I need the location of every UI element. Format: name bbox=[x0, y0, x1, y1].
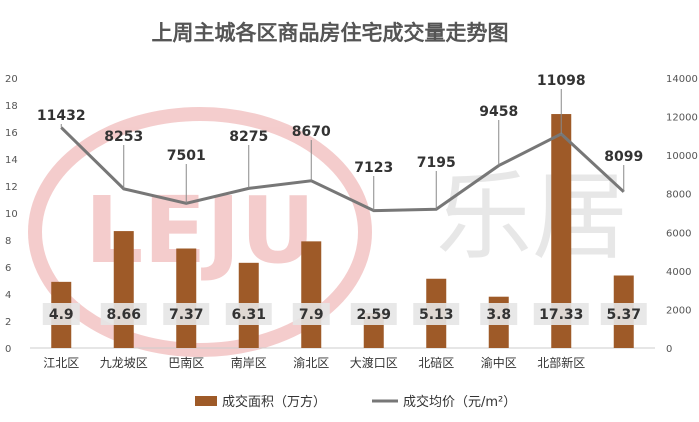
bar-label-bg bbox=[600, 303, 647, 325]
bar-data-label: 8.66 bbox=[106, 307, 141, 323]
bar bbox=[176, 248, 197, 348]
line-data-label: 9458 bbox=[479, 104, 518, 120]
category-label: 渝北区 bbox=[293, 355, 329, 370]
category-label: 巴南区 bbox=[168, 355, 204, 370]
bar-data-label: 7.37 bbox=[169, 307, 204, 323]
bar-data-label: 5.13 bbox=[419, 307, 454, 323]
line-data-label: 11432 bbox=[37, 108, 86, 124]
bar-data-label: 6.31 bbox=[231, 307, 266, 323]
bar-label-bg bbox=[533, 303, 589, 325]
right-axis-tick: 14000 bbox=[666, 74, 698, 85]
right-axis-tick: 8000 bbox=[666, 190, 691, 201]
bar-label-bg bbox=[100, 303, 147, 325]
bar-data-label: 4.9 bbox=[49, 307, 74, 323]
bar-label-bg bbox=[163, 303, 210, 325]
bar-label-bg bbox=[225, 303, 272, 325]
bar-data-label: 7.9 bbox=[299, 307, 324, 323]
bar bbox=[113, 231, 134, 348]
left-axis-tick: 16 bbox=[5, 128, 18, 139]
bar bbox=[301, 241, 322, 348]
line-data-label: 7501 bbox=[167, 148, 206, 164]
category-label: 大渡口区 bbox=[350, 355, 398, 370]
category-label: 北部新区 bbox=[537, 355, 585, 370]
bar-labels: 4.9 8.66 7.37 6.31 7.9 2.59 5.13 3.8 17.33 5.37 bbox=[42, 303, 647, 325]
left-axis-tick: 8 bbox=[5, 236, 11, 247]
left-axis-tick: 0 bbox=[5, 344, 11, 355]
bar-label-bg bbox=[292, 303, 330, 325]
legend-bar-swatch bbox=[195, 396, 217, 406]
line-labels: 11432 8253 7501 8275 8670 7123 7195 9458 11098 80… bbox=[37, 73, 643, 211]
legend-line-label: 成交均价（元/m²） bbox=[403, 394, 516, 410]
left-axis-tick: 18 bbox=[5, 101, 18, 112]
svg-text:乐居: 乐居 bbox=[436, 161, 628, 273]
legend: 成交面积（万方） 成交均价（元/m²） bbox=[195, 394, 516, 410]
bar-label-bg bbox=[350, 303, 397, 325]
line-data-label: 8670 bbox=[292, 124, 331, 140]
left-axis: 0 2 4 6 8 10 12 14 16 18 20 bbox=[5, 74, 18, 355]
bar-data-label: 3.8 bbox=[486, 307, 511, 323]
left-axis-tick: 12 bbox=[5, 182, 18, 193]
left-axis-tick: 20 bbox=[5, 74, 18, 85]
bar-data-label: 2.59 bbox=[356, 307, 391, 323]
right-axis-tick: 0 bbox=[666, 344, 672, 355]
right-axis-tick: 10000 bbox=[666, 151, 698, 162]
right-axis-tick: 6000 bbox=[666, 228, 691, 239]
line-data-label: 8275 bbox=[229, 129, 268, 145]
line-data-label: 8253 bbox=[104, 129, 143, 145]
legend-bar-label: 成交面积（万方） bbox=[222, 394, 326, 410]
category-label: 南岸区 bbox=[231, 355, 267, 370]
bar-data-label: 5.37 bbox=[606, 307, 641, 323]
chart-title: 上周主城各区商品房住宅成交量走势图 bbox=[152, 21, 509, 45]
line-data-label: 11098 bbox=[537, 73, 586, 89]
right-axis-tick: 12000 bbox=[666, 113, 698, 124]
price-line bbox=[60, 126, 625, 213]
right-axis: 0 2000 4000 6000 8000 10000 12000 14000 bbox=[666, 74, 698, 355]
category-labels: 江北区 九龙坡区 巴南区 南岸区 渝北区 大渡口区 北碚区 渝中区 北部新区 bbox=[43, 355, 585, 370]
bar-label-bg bbox=[42, 303, 80, 325]
left-axis-tick: 2 bbox=[5, 317, 11, 328]
line-data-label: 8099 bbox=[604, 149, 643, 165]
category-label: 九龙坡区 bbox=[100, 356, 148, 370]
category-label: 江北区 bbox=[43, 356, 79, 370]
category-label: 北碚区 bbox=[418, 355, 454, 370]
bar-label-bg bbox=[413, 303, 460, 325]
left-axis-tick: 4 bbox=[5, 290, 11, 301]
right-axis-tick: 4000 bbox=[666, 267, 691, 278]
left-axis-tick: 6 bbox=[5, 263, 11, 274]
category-label: 渝中区 bbox=[481, 355, 517, 370]
line-data-label: 7123 bbox=[354, 160, 393, 176]
left-axis-tick: 10 bbox=[5, 209, 18, 220]
line-data-label: 7195 bbox=[417, 155, 456, 171]
line-series bbox=[60, 126, 625, 213]
bar-data-label: 17.33 bbox=[539, 307, 583, 323]
bar bbox=[551, 114, 572, 348]
bar-label-bg bbox=[480, 303, 518, 325]
left-axis-tick: 14 bbox=[5, 155, 18, 166]
right-axis-tick: 2000 bbox=[666, 305, 691, 316]
